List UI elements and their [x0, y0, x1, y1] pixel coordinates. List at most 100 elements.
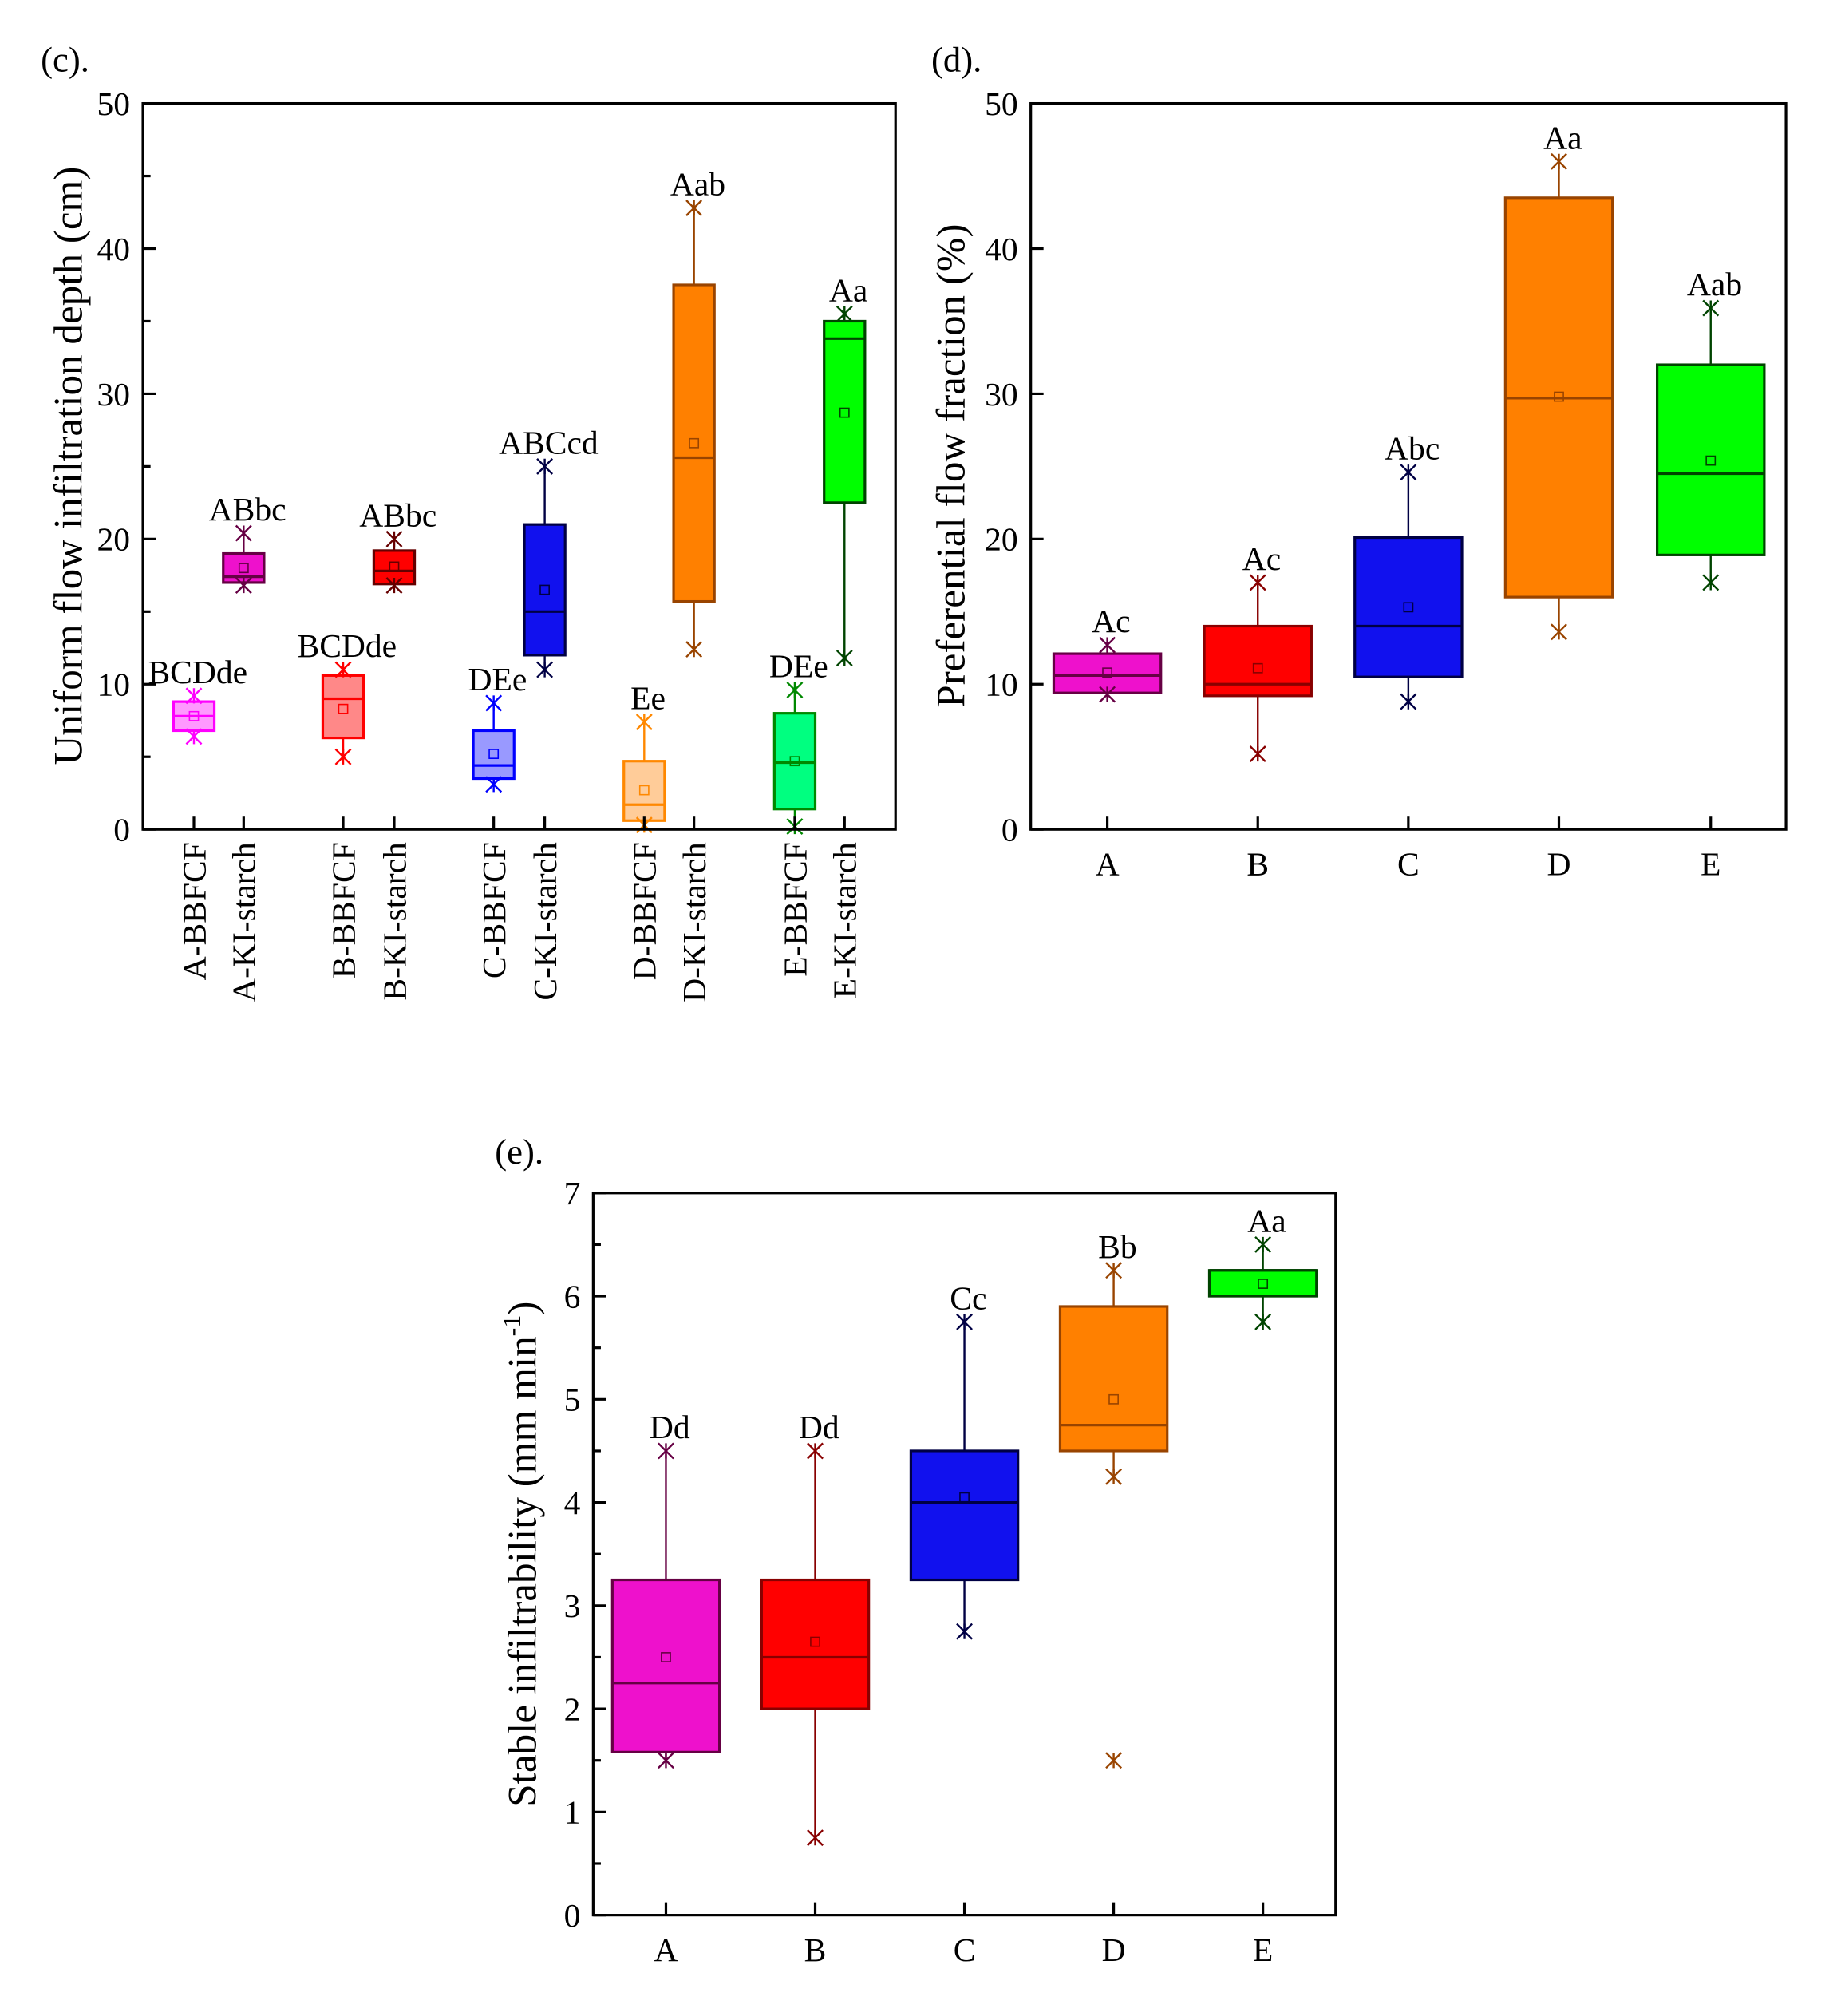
mean-marker — [1258, 1279, 1269, 1289]
box-c: Cc — [909, 1279, 1020, 1640]
box-e-ki-starch: Aa — [823, 271, 867, 666]
y-tick-label: 4 — [564, 1484, 581, 1521]
mean-marker — [539, 584, 551, 595]
box — [472, 729, 516, 781]
min-marker — [1249, 745, 1266, 763]
mean-marker — [1102, 667, 1112, 678]
significance-label: Aab — [670, 166, 725, 203]
max-marker — [235, 524, 252, 542]
box — [823, 319, 867, 504]
box-c: Abc — [1353, 430, 1464, 710]
y-tick-label: 5 — [564, 1382, 581, 1418]
min-marker — [334, 748, 352, 765]
significance-label: BCDde — [148, 654, 247, 690]
x-tick-label: C-KI-starch — [527, 842, 563, 1001]
y-label-sup: -1 — [498, 1315, 526, 1337]
panel-d: (d). Preferential flow fraction (%) 0 10 2… — [929, 40, 1788, 883]
min-marker — [485, 776, 503, 793]
max-marker — [536, 457, 554, 475]
significance-label: Ac — [1242, 540, 1281, 577]
box — [772, 712, 817, 811]
x-tick-label: A-BBFCF — [176, 842, 212, 980]
y-tick-label: 30 — [97, 376, 131, 413]
box-b-bbfcf: BCDde — [297, 627, 397, 765]
min-marker — [1254, 1313, 1272, 1330]
x-tick-label: B-KI-starch — [376, 842, 413, 1001]
max-marker — [334, 661, 352, 678]
min-marker — [1551, 623, 1567, 641]
mean-marker — [959, 1492, 970, 1503]
x-tick-label: A — [654, 1931, 678, 1968]
y-tick-label: 0 — [564, 1897, 581, 1934]
y-tick-label: 20 — [97, 521, 131, 558]
min-marker — [1702, 574, 1720, 591]
box-d-bbfcf: Ee — [622, 680, 666, 834]
panel-label-d: (d). — [931, 40, 982, 80]
box-a: Dd — [610, 1409, 721, 1769]
x-tick-label: B-BBFCF — [325, 842, 361, 978]
mean-marker — [389, 561, 400, 572]
y-tick-label: 0 — [113, 812, 130, 848]
min-marker — [1105, 1468, 1123, 1485]
box — [1207, 1269, 1318, 1298]
x-tick-label: C-BBFCF — [476, 842, 512, 978]
box — [1353, 536, 1464, 678]
max-marker — [1551, 152, 1567, 170]
mean-marker — [238, 563, 249, 574]
x-tick-label: B — [804, 1931, 827, 1968]
significance-label: Aa — [829, 271, 867, 308]
box — [622, 760, 666, 822]
y-tick-label: 3 — [564, 1587, 581, 1624]
plot-frame — [141, 101, 897, 831]
box — [1058, 1305, 1169, 1453]
x-tick-label: D — [1547, 846, 1570, 883]
box-d: Bb — [1058, 1228, 1169, 1769]
max-marker — [658, 1442, 674, 1460]
significance-label: Dd — [799, 1409, 839, 1445]
mean-marker — [839, 407, 850, 418]
mean-marker — [188, 710, 200, 721]
box-c-ki-starch: ABCcd — [499, 424, 599, 678]
min-marker — [836, 650, 853, 666]
box — [672, 283, 716, 603]
box-a-ki-starch: ABbc — [209, 491, 286, 595]
max-marker — [836, 305, 853, 322]
min-marker — [185, 728, 203, 745]
significance-label: Bb — [1098, 1228, 1137, 1265]
y-tick-label: 0 — [1001, 812, 1018, 848]
x-tick-label: C — [1397, 846, 1420, 883]
min-marker — [235, 577, 252, 595]
significance-label: ABbc — [359, 496, 437, 533]
y-tick-label: 1 — [564, 1794, 581, 1831]
max-marker — [807, 1442, 824, 1460]
box-b-ki-starch: ABbc — [359, 496, 437, 595]
box-e: Aa — [1207, 1202, 1318, 1330]
x-tick-label: D-KI-starch — [676, 842, 713, 1002]
min-marker — [1400, 693, 1417, 710]
mean-marker — [1554, 391, 1564, 402]
significance-label: DEe — [468, 661, 527, 698]
y-label-end: ) — [500, 1302, 545, 1315]
mean-marker — [338, 703, 349, 714]
max-marker — [1400, 464, 1417, 481]
x-tick-label: A — [1096, 846, 1120, 883]
mean-marker — [789, 756, 800, 767]
y-tick-label: 2 — [564, 1690, 581, 1727]
box-c-bbfcf: DEe — [468, 661, 527, 793]
significance-label: DEe — [769, 648, 828, 685]
y-tick-label: 6 — [564, 1278, 581, 1314]
panel-c: (c). Uniform flow infiltration depth (cm… — [41, 40, 897, 1002]
box-d: Aa — [1503, 119, 1614, 641]
max-marker — [385, 530, 403, 547]
plot-frame — [1029, 101, 1788, 831]
mean-marker — [1108, 1393, 1119, 1405]
significance-label: Ee — [630, 680, 666, 717]
y-label-text: Stable infiltrability (mm min — [500, 1336, 545, 1806]
x-tick-label: D — [1102, 1931, 1126, 1968]
min-marker — [536, 661, 554, 678]
mean-marker — [1705, 455, 1717, 466]
box — [610, 1578, 721, 1753]
max-marker — [485, 694, 503, 712]
max-marker — [1249, 574, 1266, 591]
